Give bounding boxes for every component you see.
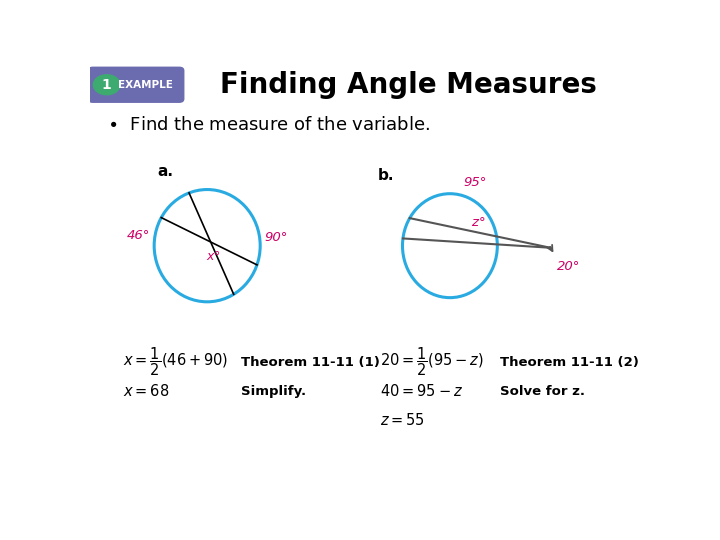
Text: Solve for z.: Solve for z. <box>500 384 585 397</box>
Text: EXAMPLE: EXAMPLE <box>118 80 173 90</box>
Text: $z = 55$: $z = 55$ <box>380 413 425 428</box>
Text: 46°: 46° <box>126 229 150 242</box>
Text: Simplify.: Simplify. <box>240 384 306 397</box>
Text: $20 = \dfrac{1}{2}(95 - z)$: $20 = \dfrac{1}{2}(95 - z)$ <box>380 346 484 379</box>
Text: a.: a. <box>157 164 173 179</box>
Text: Theorem 11-11 (1): Theorem 11-11 (1) <box>240 356 379 369</box>
Text: $x = 68$: $x = 68$ <box>124 383 170 399</box>
Text: $40 = 95 - z$: $40 = 95 - z$ <box>380 383 463 399</box>
Text: Finding Angle Measures: Finding Angle Measures <box>220 71 596 99</box>
FancyBboxPatch shape <box>89 68 184 102</box>
Text: 20°: 20° <box>557 260 580 273</box>
Text: $x = \dfrac{1}{2}(46 + 90)$: $x = \dfrac{1}{2}(46 + 90)$ <box>124 346 229 379</box>
Text: 1: 1 <box>102 78 112 92</box>
Text: $\bullet$  Find the measure of the variable.: $\bullet$ Find the measure of the variab… <box>107 116 430 134</box>
Text: $z°$: $z°$ <box>471 217 485 230</box>
Text: 90°: 90° <box>265 231 288 244</box>
Circle shape <box>94 75 120 94</box>
Text: $x°$: $x°$ <box>206 250 221 263</box>
Text: Theorem 11-11 (2): Theorem 11-11 (2) <box>500 356 639 369</box>
Text: 95°: 95° <box>464 176 487 188</box>
Text: b.: b. <box>377 168 394 183</box>
